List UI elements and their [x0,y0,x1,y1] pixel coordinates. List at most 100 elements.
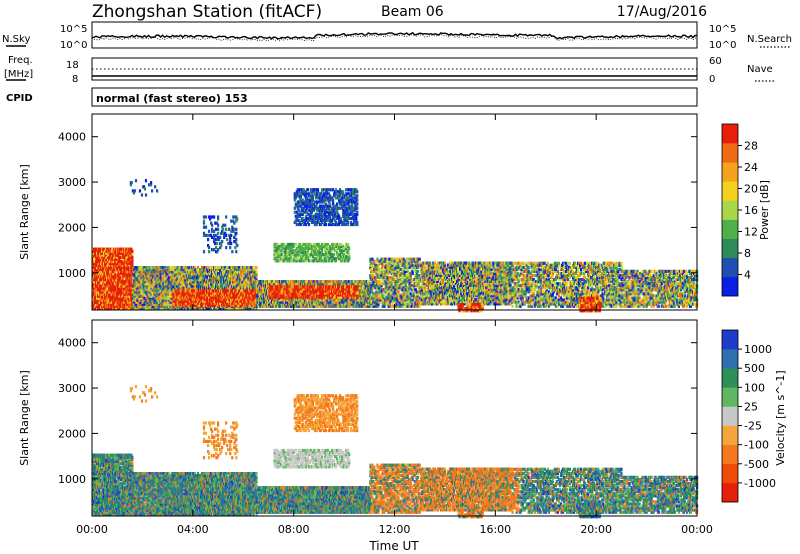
power-cell [222,282,225,286]
power-cell [120,306,123,310]
power-cell [117,253,120,257]
power-cell [187,274,190,278]
power-cell [224,274,227,278]
power-cell [190,272,193,276]
power-cell [200,284,204,288]
power-cell [137,286,140,290]
power-cell [203,282,207,286]
power-cell [121,255,124,259]
power-cell [234,276,237,280]
power-cell [115,306,118,310]
power-cell [180,306,183,310]
power-cell [250,276,253,280]
power-cell [179,297,182,301]
power-cell [167,302,170,306]
power-cell [121,294,124,298]
nave-tick-bottom: 0 [709,74,715,85]
power-cell [220,276,223,280]
power-cell [150,266,153,270]
power-cell [128,304,131,308]
power-cell [129,261,132,266]
power-cell [129,268,132,272]
power-cell [163,304,166,308]
power-cell [209,278,212,282]
power-cell [121,284,124,288]
nsky-trace [91,31,697,40]
power-cell [112,270,115,274]
power-cell [217,286,220,290]
power-cell [154,282,157,286]
power-cell [149,274,152,278]
power-cell [199,297,203,301]
power-cell [126,255,129,259]
power-cell [204,266,208,270]
power-cell [158,268,161,272]
power-cell [113,306,116,310]
power-cell [211,272,214,276]
power-cell [167,286,170,290]
power-cell [153,306,156,310]
power-cell [164,266,167,270]
power-cell [131,306,134,310]
power-cell [151,284,154,288]
power-cell [104,263,107,268]
power-cell [131,251,134,255]
power-cell [155,294,158,298]
power-cell [115,278,118,282]
power-cell [135,274,138,278]
power-cell [172,268,175,272]
power-cell [139,304,142,308]
freq-unit-label: [MHz] [4,69,33,80]
power-cell [92,255,95,259]
power-cell [99,298,102,302]
power-cell [123,255,126,259]
power-cell [131,249,134,253]
power-cell [242,286,245,290]
power-cell [190,286,193,290]
power-cell [222,286,225,290]
power-cell [130,292,133,296]
power-cell [145,294,148,298]
power-cell [112,274,115,278]
power-cell [156,274,159,278]
power-cell [185,286,188,290]
power-cell [102,268,105,272]
power-cell [133,284,136,288]
power-cell [118,286,121,290]
power-cell [130,276,133,280]
power-cell [123,288,126,292]
power-cell [149,296,152,300]
power-cell [152,274,155,278]
power-cell [131,263,134,268]
power-cell [124,298,127,302]
power-cell [228,306,231,310]
power-cell [134,298,137,302]
power-cell [98,249,101,253]
power-cell [171,266,174,270]
power-cell [240,276,243,280]
power-cell [207,270,210,274]
power-cell [194,289,198,293]
power-cell [181,274,184,278]
power-cell [114,251,117,255]
power-cell [244,272,247,276]
power-cell [199,280,203,284]
power-cell [226,284,229,288]
power-cell [179,270,182,274]
power-cell [108,257,111,261]
power-cell [135,288,138,292]
power-cell [228,278,231,282]
power-cell [223,284,226,288]
power-cell [102,259,105,264]
power-cell [182,299,185,303]
power-cell [143,296,146,300]
power-cell [152,304,155,308]
power-cell [140,280,143,284]
power-cell [94,304,97,308]
power-cell [167,306,170,310]
power-cell [182,266,185,270]
power-cell [104,282,107,286]
power-cell [239,278,242,282]
power-cell [255,270,258,274]
